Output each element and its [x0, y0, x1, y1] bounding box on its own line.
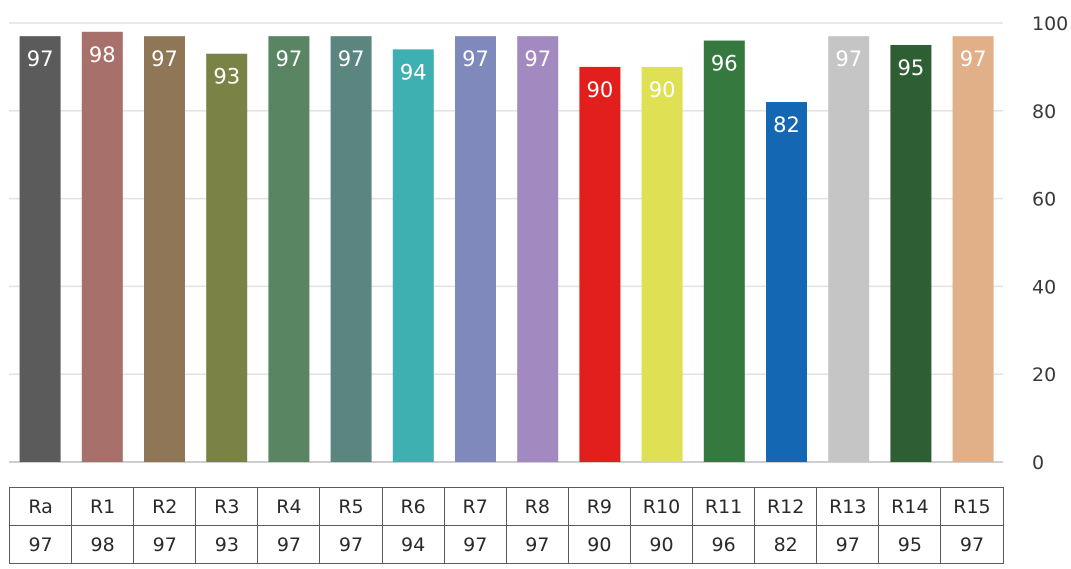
bar-r13 [828, 36, 870, 463]
table-category-r8: R8 [505, 487, 569, 526]
data-label-r2: 97 [151, 47, 178, 71]
table-category-ra: Ra [8, 487, 73, 526]
data-label-r6: 94 [400, 60, 427, 84]
table-value-r11: 96 [692, 525, 756, 564]
table-category-r1: R1 [71, 487, 135, 526]
data-label-r4: 97 [276, 47, 303, 71]
bar-r6 [392, 49, 434, 463]
bar-r15 [952, 36, 994, 463]
y-tick-label: 40 [1032, 276, 1056, 298]
data-label-r1: 98 [89, 43, 116, 67]
table-value-ra: 97 [8, 525, 73, 564]
table-value-r6: 94 [381, 525, 445, 564]
bar-r14 [890, 44, 932, 462]
bar-r8 [517, 36, 559, 463]
y-tick-label: 0 [1032, 452, 1044, 474]
data-label-r3: 93 [213, 65, 240, 89]
table-value-r15: 97 [940, 525, 1004, 564]
data-label-r15: 97 [960, 47, 987, 71]
data-label-r11: 96 [711, 52, 738, 76]
table-category-r14: R14 [878, 487, 942, 526]
table-value-row: 97 98 97 93 97 97 94 97 97 90 90 96 82 97 95 97 [8, 525, 1004, 564]
table-category-r7: R7 [443, 487, 507, 526]
table-category-r3: R3 [195, 487, 259, 526]
bar-chart: 97 98 97 93 97 97 94 97 97 90 90 96 82 97 95 97 0 20 40 60… [9, 13, 1068, 474]
data-label-ra: 97 [27, 47, 54, 71]
bar-r3 [206, 53, 248, 462]
data-labels: 97 98 97 93 97 97 94 97 97 90 90 96 82 97 95 97 [27, 43, 987, 137]
table-value-r13: 97 [816, 525, 880, 564]
table-value-r10: 90 [629, 525, 694, 564]
bar-r11 [703, 40, 745, 463]
bar-r2 [144, 36, 185, 463]
table-value-r7: 97 [443, 525, 507, 564]
data-table: Ra R1 R2 R3 R4 R5 R6 R7 R8 R9 R10 R11 R12 R13 R14 R15 9… [8, 487, 1004, 564]
table-category-r5: R5 [319, 487, 383, 526]
table-category-r11: R11 [692, 487, 756, 526]
data-label-r10: 90 [649, 78, 676, 102]
bar-r9 [579, 66, 621, 463]
table-category-r4: R4 [257, 487, 321, 526]
table-value-r14: 95 [878, 525, 942, 564]
bar-r10 [641, 66, 683, 463]
bar-r5 [330, 36, 372, 463]
y-tick-label: 60 [1032, 189, 1056, 211]
table-value-r12: 82 [754, 525, 818, 564]
data-label-r14: 95 [898, 56, 925, 80]
data-label-r9: 90 [587, 78, 614, 102]
data-label-r13: 97 [835, 47, 862, 71]
table-value-r3: 93 [195, 525, 259, 564]
y-tick-label: 20 [1032, 364, 1056, 386]
table-category-r10: R10 [629, 487, 694, 526]
bars [19, 31, 994, 463]
table-category-r12: R12 [754, 487, 818, 526]
table-value-r1: 98 [71, 525, 135, 564]
table-category-r9: R9 [567, 487, 631, 526]
bar-r7 [455, 36, 496, 463]
bar-r12 [766, 102, 807, 463]
y-axis-ticks: 0 20 40 60 80 100 [1032, 13, 1068, 474]
table-category-r6: R6 [381, 487, 445, 526]
table-value-r8: 97 [505, 525, 569, 564]
table-value-r2: 97 [133, 525, 197, 564]
bar-r1 [81, 31, 123, 463]
y-tick-label: 100 [1032, 13, 1068, 35]
y-tick-label: 80 [1032, 101, 1056, 123]
data-label-r7: 97 [462, 47, 489, 71]
table-category-r2: R2 [133, 487, 197, 526]
data-label-r12: 82 [773, 113, 800, 137]
table-value-r5: 97 [319, 525, 383, 564]
bar-r4 [268, 36, 310, 463]
table-value-r4: 97 [257, 525, 321, 564]
table-value-r9: 90 [567, 525, 631, 564]
table-category-row: Ra R1 R2 R3 R4 R5 R6 R7 R8 R9 R10 R11 R12 R13 R14 R15 [8, 487, 1004, 526]
table-category-r15: R15 [940, 487, 1004, 526]
data-label-r5: 97 [338, 47, 365, 71]
bar-ra [19, 36, 61, 463]
table-category-r13: R13 [816, 487, 880, 526]
data-label-r8: 97 [524, 47, 551, 71]
